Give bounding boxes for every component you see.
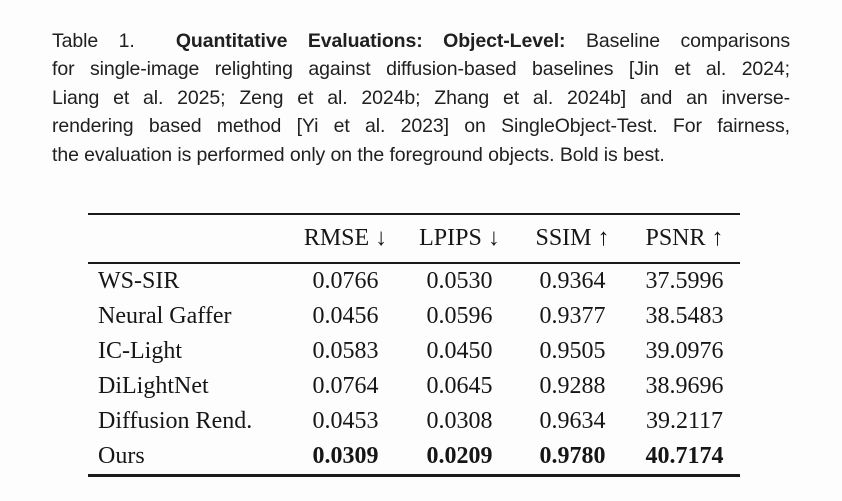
value-cell: 0.0766 [312,268,379,294]
value-cell: 40.7174 [645,443,724,469]
caption-line: for single-image relighting against diff… [52,55,790,83]
value-cell: 0.0456 [312,303,379,329]
header-cell: SSIM ↑ [516,214,629,264]
value-cell: 0.9505 [539,338,606,364]
value-cell: 0.0530 [426,268,493,294]
value-cell: 0.9634 [539,408,606,434]
value-cell: 0.9364 [539,268,606,294]
caption-line: the evaluation is performed only on the … [52,141,790,169]
caption-line: Liang et al. 2025; Zeng et al. 2024b; Zh… [52,84,790,112]
value-cell: 37.5996 [645,268,724,294]
results-table: RMSE ↓ LPIPS ↓ SSIM ↑ PSNR ↑ WS-SIR 0.0766 0.… [88,213,740,477]
value-cell: 38.5483 [645,303,724,329]
table-row: Neural Gaffer 0.0456 0.0596 0.9377 38.5483 [88,299,740,334]
table-body: WS-SIR 0.0766 0.0530 0.9364 37.5996 Neural Ga… [88,263,740,476]
caption-text: rendering based method [Yi et al. 2023] … [52,115,790,138]
results-table-wrapper: RMSE ↓ LPIPS ↓ SSIM ↑ PSNR ↑ WS-SIR 0.0766 0.… [88,213,740,477]
value-cell: 38.9696 [645,373,724,399]
header-method-cell [88,214,288,264]
value-cell: 0.0308 [426,408,493,434]
table-row: Ours 0.0309 0.0209 0.9780 40.7174 [88,439,740,476]
table-row: IC-Light 0.0583 0.0450 0.9505 39.0976 [88,334,740,369]
table-caption: Table 1. Quantitative Evaluations: Objec… [52,27,790,169]
method-cell: Diffusion Rend. [98,408,253,434]
table-row: WS-SIR 0.0766 0.0530 0.9364 37.5996 [88,263,740,299]
header-cell: LPIPS ↓ [403,214,516,264]
caption-text: for single-image relighting against diff… [52,58,790,81]
value-cell: 0.0453 [312,408,379,434]
header-cell: RMSE ↓ [288,214,403,264]
header-row: RMSE ↓ LPIPS ↓ SSIM ↑ PSNR ↑ [88,214,740,264]
value-cell: 0.0583 [312,338,379,364]
method-cell: Ours [98,443,145,469]
value-cell: 0.0596 [426,303,493,329]
value-cell: 0.0309 [312,443,379,469]
table-row: DiLightNet 0.0764 0.0645 0.9288 38.9696 [88,369,740,404]
caption-line: Table 1. Quantitative Evaluations: Objec… [52,27,790,55]
value-cell: 0.0209 [426,443,493,469]
header-cell: PSNR ↑ [629,214,740,264]
caption-line: rendering based method [Yi et al. 2023] … [52,112,790,140]
caption-text: the evaluation is performed only on the … [52,143,665,166]
value-cell: 0.0645 [426,373,493,399]
value-cell: 0.9780 [539,443,606,469]
caption-text: Table 1. [52,30,176,52]
table-row: Diffusion Rend. 0.0453 0.0308 0.9634 39.2117 [88,404,740,439]
value-cell: 0.0450 [426,338,493,364]
value-cell: 39.0976 [645,338,724,364]
method-cell: DiLightNet [98,373,209,399]
caption-bold-text: Quantitative Evaluations: Object-Level: [175,30,566,52]
method-cell: Neural Gaffer [98,303,232,329]
caption-text: Liang et al. 2025; Zeng et al. 2024b; Zh… [52,86,790,109]
value-cell: 0.0764 [312,373,379,399]
method-cell: WS-SIR [98,268,180,294]
value-cell: 0.9377 [539,303,606,329]
method-cell: IC-Light [98,338,182,364]
value-cell: 39.2117 [645,408,724,434]
caption-text: Baseline comparisons [565,30,790,52]
value-cell: 0.9288 [539,373,606,399]
